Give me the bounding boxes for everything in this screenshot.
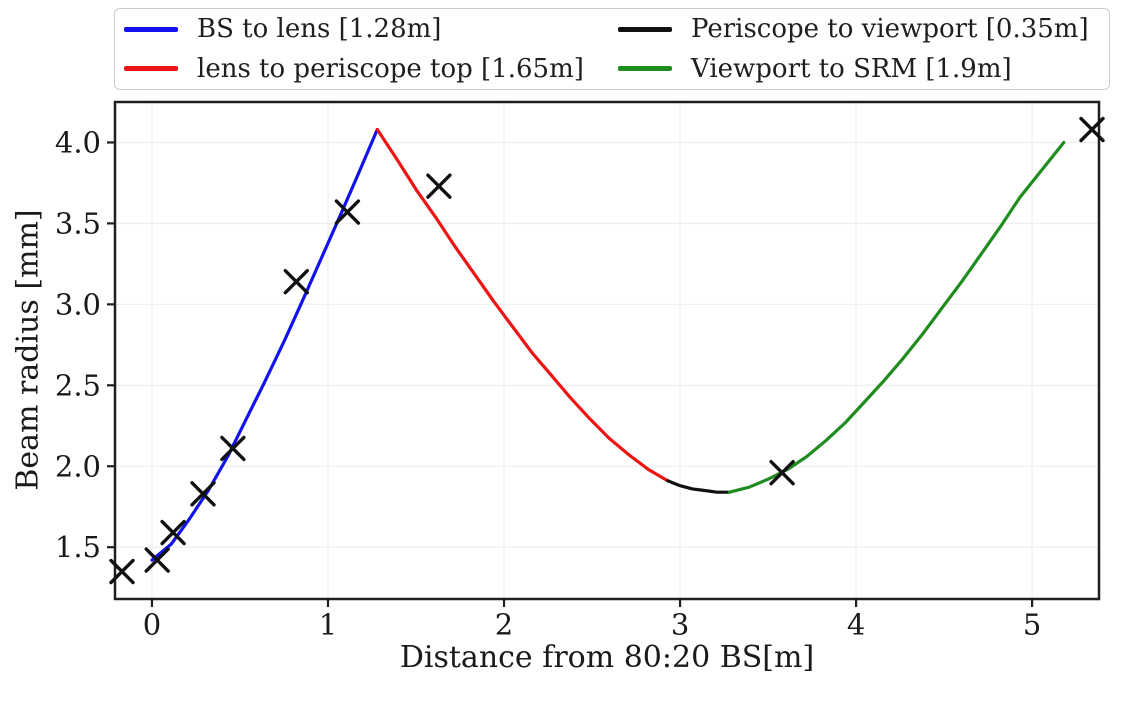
data-point-marker [426, 173, 452, 199]
y-axis-label: Beam radius [mm] [10, 209, 46, 491]
x-tick-label: 0 [143, 608, 161, 642]
legend-column-1: BS to lens [1.28m] lens to periscope top… [124, 9, 618, 89]
y-tick-label: 4.0 [55, 125, 101, 159]
data-point-marker [334, 199, 361, 225]
x-axis-label: Distance from 80:20 BS[m] [399, 640, 815, 675]
curve-lens-to-periscope [375, 127, 670, 483]
curve-viewport-to-srm [727, 140, 1066, 494]
y-tick-label: 2.5 [55, 368, 101, 402]
legend-line-swatch-green-icon [618, 66, 672, 72]
x-tick-label: 5 [1023, 608, 1041, 642]
x-tick-label: 1 [319, 608, 337, 642]
data-point-marker [283, 269, 309, 295]
legend-label: Viewport to SRM [1.9m] [691, 53, 1012, 84]
data-point-marker [144, 547, 170, 573]
data-point-marker [220, 435, 246, 462]
y-tick-label: 3.0 [55, 287, 101, 321]
legend-line-swatch-blue-icon [124, 26, 178, 32]
curve-periscope-to-viewport [666, 479, 731, 494]
data-point-marker [1079, 116, 1105, 143]
legend-label: BS to lens [1.28m] [197, 14, 442, 45]
x-tick-label: 4 [847, 608, 865, 642]
data-point-marker [160, 519, 186, 546]
legend-column-2: Periscope to viewport [0.35m] Viewport t… [618, 9, 1109, 89]
legend-item-lens-to-periscope: lens to periscope top [1.65m] [124, 49, 618, 88]
x-tick-label: 3 [671, 608, 689, 642]
legend-item-bs-to-lens: BS to lens [1.28m] [124, 10, 618, 49]
legend-item-periscope-to-viewport: Periscope to viewport [0.35m] [618, 10, 1109, 49]
y-tick-label: 3.5 [55, 206, 101, 240]
legend-label: lens to periscope top [1.65m] [197, 53, 584, 84]
axes-frame [113, 100, 1101, 601]
curve-bs-to-lens [150, 127, 379, 562]
legend-item-viewport-to-srm: Viewport to SRM [1.9m] [618, 49, 1109, 88]
y-tick-label: 2.0 [55, 449, 101, 483]
legend: BS to lens [1.28m] lens to periscope top… [114, 8, 1110, 90]
legend-line-swatch-red-icon [124, 66, 178, 72]
x-tick-label: 2 [495, 608, 513, 642]
data-point-marker [109, 558, 135, 585]
data-point-marker [190, 481, 216, 507]
y-tick-label: 1.5 [55, 530, 101, 564]
legend-line-swatch-black-icon [618, 26, 672, 32]
legend-label: Periscope to viewport [0.35m] [691, 14, 1089, 45]
data-point-marker [769, 460, 795, 486]
